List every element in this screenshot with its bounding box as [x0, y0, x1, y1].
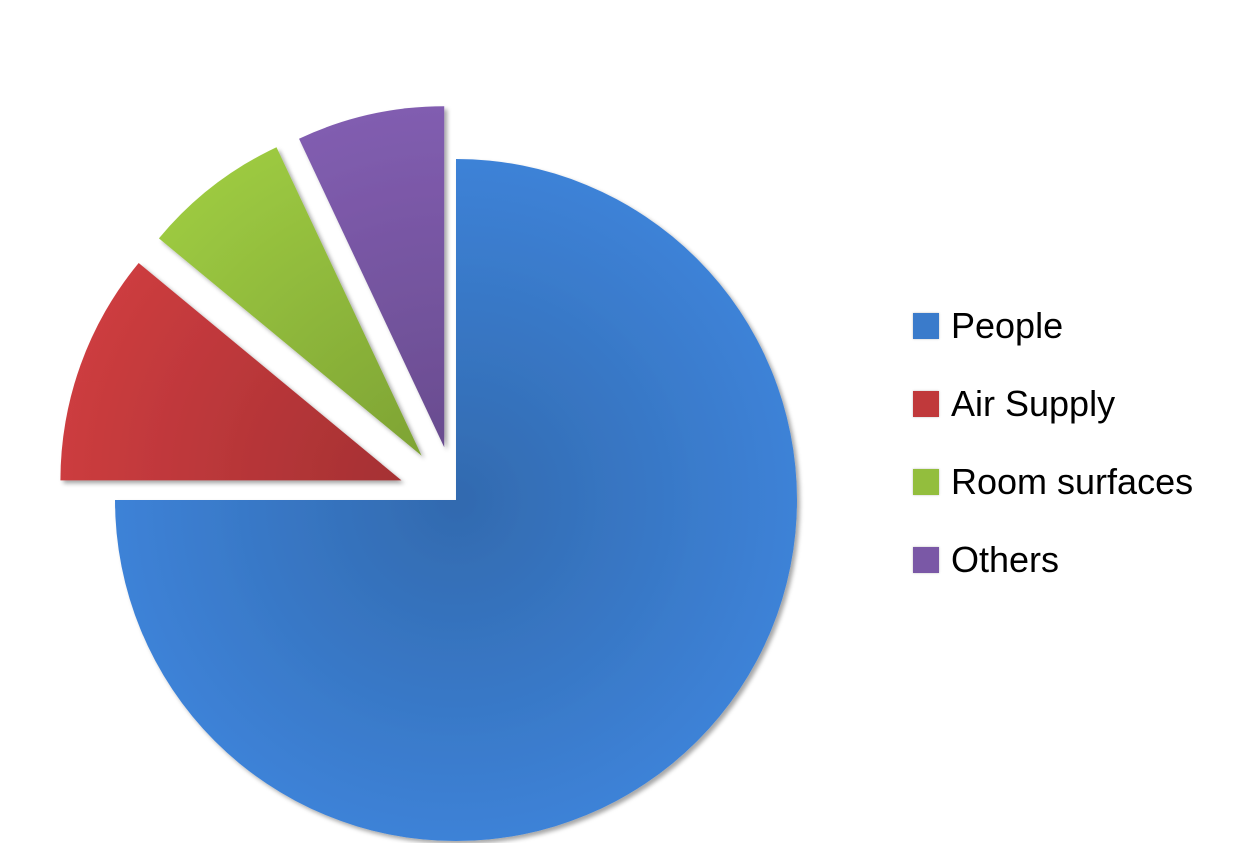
legend-item-air-supply: Air Supply	[913, 382, 1193, 426]
legend-swatch-room-surfaces	[913, 469, 939, 495]
pie-slice-air-supply	[60, 262, 402, 481]
legend-label-people: People	[951, 305, 1064, 346]
chart-legend: People Air Supply Room surfaces Others	[913, 304, 1193, 582]
legend-swatch-others	[913, 547, 939, 573]
legend-label-others: Others	[951, 539, 1060, 580]
legend-item-room-surfaces: Room surfaces	[913, 460, 1193, 504]
pie-slice-room-surfaces	[158, 147, 422, 456]
legend-swatch-people	[913, 313, 939, 339]
pie-slice-others	[299, 106, 445, 448]
pie-slices	[60, 106, 797, 841]
legend-item-others: Others	[913, 538, 1193, 582]
legend-item-people: People	[913, 304, 1193, 348]
legend-swatch-air-supply	[913, 391, 939, 417]
legend-label-room-surfaces: Room surfaces	[951, 461, 1194, 502]
legend-label-air-supply: Air Supply	[951, 383, 1116, 424]
pie-slice-people	[115, 159, 797, 841]
